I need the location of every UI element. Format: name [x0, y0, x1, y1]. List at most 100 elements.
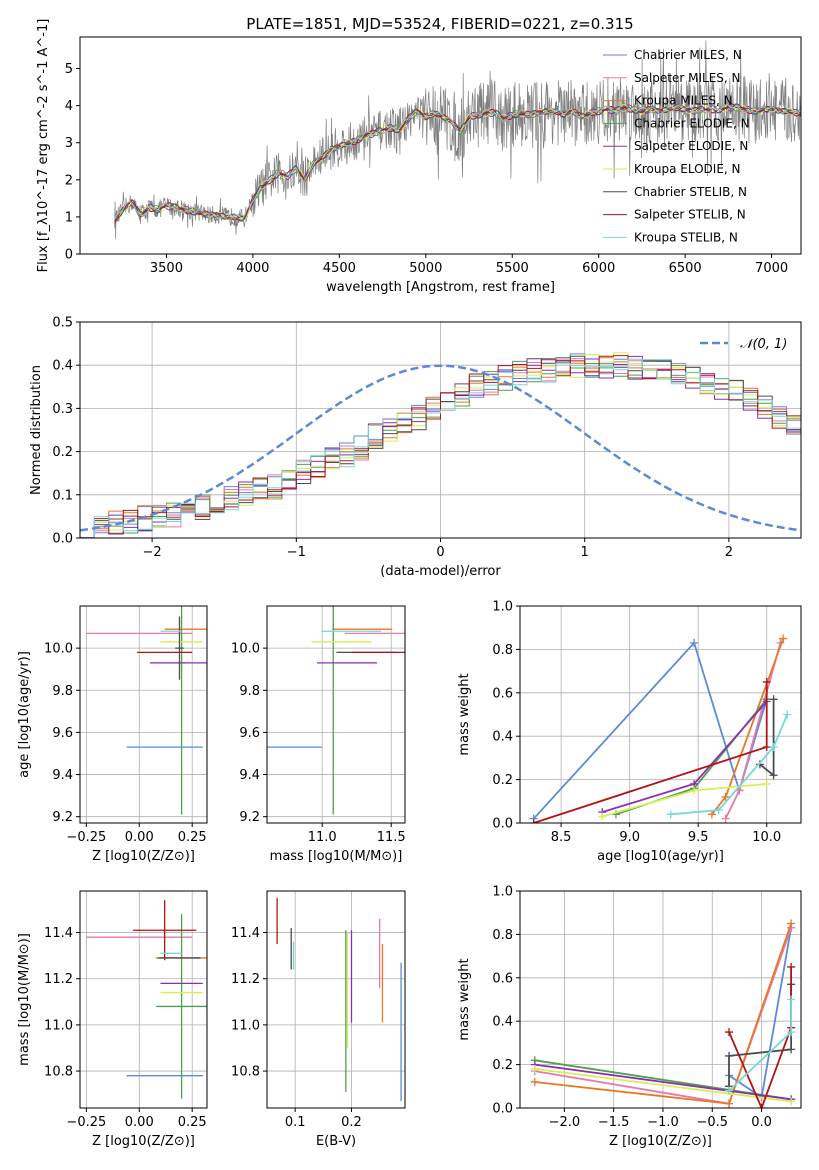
- plot-area: [267, 606, 405, 815]
- x-tick-label: 9.0: [619, 830, 640, 845]
- histogram-series: [80, 358, 801, 538]
- mass-weight-line: [533, 682, 768, 823]
- y-tick-label: 9.6: [239, 726, 260, 741]
- y-axis-label: mass weight: [457, 673, 472, 755]
- y-axis-label: Normed distribution: [29, 365, 44, 495]
- y-tick-label: 0.6: [492, 971, 513, 986]
- x-tick-label: −2: [143, 545, 162, 560]
- mass-weight-line: [533, 641, 768, 820]
- y-tick-label: 0.8: [492, 928, 513, 943]
- x-tick-label: 0.00: [125, 830, 154, 845]
- y-tick-label: 0.4: [492, 1015, 513, 1030]
- x-tick-label: 6500: [669, 261, 702, 276]
- axes-frame: [79, 36, 802, 255]
- data-spectrum: [114, 40, 801, 240]
- y-tick-label: 0.0: [492, 1102, 513, 1117]
- axes-frame: [266, 605, 406, 824]
- y-tick-label: 0.0: [52, 532, 73, 547]
- data-point-marker: [611, 810, 620, 819]
- plot-area: [80, 352, 801, 538]
- y-tick-label: 1.0: [492, 885, 513, 900]
- x-axis-label: (data-model)/error: [380, 564, 501, 579]
- data-point-marker: [530, 1077, 539, 1086]
- y-tick-label: 9.2: [52, 810, 73, 825]
- legend-label: Salpeter STELIB, N: [634, 208, 746, 222]
- y-tick-label: 9.4: [52, 768, 73, 783]
- y-tick-label: 11.0: [44, 1018, 73, 1033]
- plot-area: [114, 40, 801, 240]
- page-title: PLATE=1851, MJD=53524, FIBERID=0221, z=0…: [246, 15, 633, 33]
- y-tick-label: 9.6: [52, 726, 73, 741]
- x-tick-label: 5500: [496, 261, 529, 276]
- axes-frame: [519, 890, 802, 1109]
- x-tick-label: −0.25: [66, 830, 106, 845]
- y-tick-label: 5: [65, 62, 73, 77]
- data-point-marker: [779, 634, 788, 643]
- panel-7: 0.1 0.2 10.8 11.0 11.2 11.4 E(B-V): [231, 890, 406, 1149]
- x-tick-label: 0.00: [125, 1115, 154, 1130]
- histogram-series: [80, 358, 801, 538]
- panel-5: 8.5 9.0 9.5 10.0 0.0 0.2 0.4 0.6 0.8 1.0 age [log1…: [457, 600, 802, 864]
- panel-1: 3500 4000 4500 5000 5500 6000 6500 7000 0 1 2 3 4 5 wa…: [36, 19, 802, 295]
- legend-label: Kroupa ELODIE, N: [634, 162, 741, 176]
- y-tick-label: 1: [65, 210, 73, 225]
- panel-6: −0.25 0.00 0.25 10.8 11.0 11.2 11.4 Z [log10(Z/…: [17, 890, 208, 1149]
- y-tick-label: 0.8: [492, 643, 513, 658]
- data-point-marker: [787, 995, 796, 1004]
- legend-label: Chabrier MILES, N: [634, 48, 742, 62]
- y-tick-label: 0.5: [52, 316, 73, 331]
- y-tick-label: 11.2: [231, 972, 260, 987]
- data-point-marker: [725, 1086, 734, 1095]
- y-tick-label: 0.3: [52, 402, 73, 417]
- y-tick-label: 9.8: [239, 684, 260, 699]
- x-axis-label: wavelength [Angstrom, rest frame]: [326, 280, 555, 295]
- axes-frame: [79, 890, 208, 1109]
- x-tick-label: −1.0: [647, 1115, 679, 1130]
- x-tick-label: −0.25: [66, 1115, 106, 1130]
- data-point-marker: [787, 919, 796, 928]
- y-tick-label: 0: [65, 248, 73, 263]
- x-tick-label: 0: [436, 545, 444, 560]
- x-tick-label: −1: [287, 545, 306, 560]
- data-point-marker: [762, 743, 771, 752]
- plot-area: [529, 634, 792, 823]
- x-tick-label: 4500: [323, 261, 356, 276]
- data-point-marker: [769, 695, 778, 704]
- plot-area: [86, 900, 207, 1099]
- x-tick-label: 11.5: [377, 830, 406, 845]
- data-point-marker: [725, 1028, 734, 1037]
- x-tick-label: 5000: [409, 261, 442, 276]
- legend-label: Salpeter MILES, N: [634, 71, 741, 85]
- y-axis-label: mass weight: [457, 958, 472, 1040]
- y-tick-label: 10.8: [44, 1065, 73, 1080]
- data-point-marker: [769, 771, 778, 780]
- data-point-marker: [787, 1028, 796, 1037]
- model-line: [114, 103, 801, 221]
- legend-label: 𝒩(0, 1): [740, 337, 787, 352]
- data-point-marker: [787, 962, 796, 971]
- data-point-marker: [530, 1064, 539, 1073]
- panel-4: 11.0 11.5 9.2 9.4 9.6 9.8 10.0 mass [log10(M/M⊙…: [231, 605, 406, 864]
- y-tick-label: 0.0: [492, 817, 513, 832]
- data-point-marker: [690, 638, 699, 647]
- data-point-marker: [714, 805, 723, 814]
- legend-label: Kroupa MILES, N: [634, 94, 733, 108]
- axes-frame: [79, 605, 208, 824]
- mass-weight-line: [670, 714, 789, 816]
- y-tick-label: 0.4: [492, 730, 513, 745]
- legend-label: Chabrier STELIB, N: [634, 185, 747, 199]
- x-tick-label: 3500: [150, 261, 183, 276]
- data-point-marker: [757, 1104, 766, 1108]
- y-tick-label: 0.2: [52, 445, 73, 460]
- mass-weight-line: [534, 1068, 792, 1103]
- data-point-marker: [762, 779, 771, 788]
- x-tick-label: 0.25: [178, 830, 207, 845]
- x-tick-label: 0.2: [341, 1115, 362, 1130]
- data-point-marker: [529, 819, 538, 823]
- x-tick-label: −0.5: [696, 1115, 728, 1130]
- axes-frame: [79, 321, 802, 539]
- data-point-marker: [783, 710, 792, 719]
- plot-area: [530, 919, 796, 1108]
- data-point-marker: [707, 810, 716, 819]
